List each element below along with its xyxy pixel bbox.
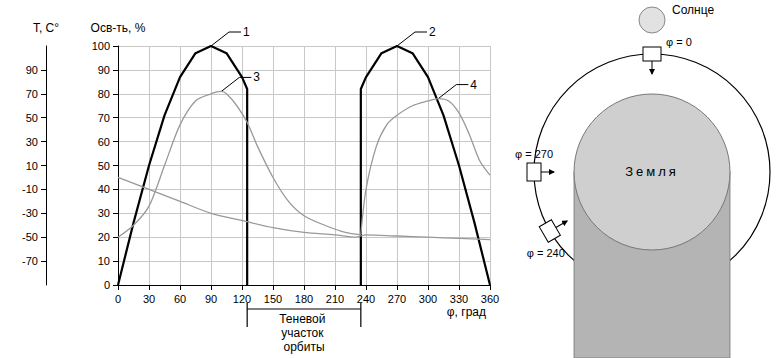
svg-text:10: 10 <box>98 255 110 267</box>
svg-text:100: 100 <box>92 40 110 52</box>
svg-text:120: 120 <box>233 293 251 305</box>
svg-text:10: 10 <box>26 160 38 172</box>
svg-text:30: 30 <box>143 293 155 305</box>
svg-text:300: 300 <box>419 293 437 305</box>
svg-text:360: 360 <box>481 293 499 305</box>
svg-text:180: 180 <box>295 293 313 305</box>
svg-text:участок: участок <box>281 326 327 340</box>
svg-text:φ = 0: φ = 0 <box>666 36 692 48</box>
svg-text:φ = 240: φ = 240 <box>527 247 565 259</box>
svg-text:50: 50 <box>98 160 110 172</box>
svg-text:50: 50 <box>26 112 38 124</box>
svg-text:70: 70 <box>98 112 110 124</box>
svg-text:орбиты: орбиты <box>283 340 324 354</box>
svg-text:90: 90 <box>26 64 38 76</box>
svg-text:30: 30 <box>98 207 110 219</box>
svg-text:φ, град: φ, град <box>447 305 486 319</box>
svg-text:330: 330 <box>450 293 468 305</box>
svg-text:40: 40 <box>98 183 110 195</box>
svg-text:3: 3 <box>253 70 260 84</box>
svg-text:60: 60 <box>98 136 110 148</box>
svg-text:90: 90 <box>98 64 110 76</box>
svg-text:0: 0 <box>104 279 110 291</box>
svg-text:T, C°: T, C° <box>33 21 59 35</box>
svg-text:30: 30 <box>26 136 38 148</box>
svg-text:-70: -70 <box>22 255 38 267</box>
svg-text:φ = 270: φ = 270 <box>515 148 553 160</box>
svg-text:60: 60 <box>174 293 186 305</box>
svg-text:80: 80 <box>98 88 110 100</box>
svg-text:270: 270 <box>388 293 406 305</box>
svg-text:210: 210 <box>326 293 344 305</box>
svg-text:Солнце: Солнце <box>672 3 714 17</box>
svg-text:240: 240 <box>357 293 375 305</box>
svg-text:1: 1 <box>243 25 250 39</box>
svg-text:Земля: Земля <box>625 164 679 179</box>
svg-text:Осв-ть, %: Осв-ть, % <box>91 21 146 35</box>
svg-text:0: 0 <box>115 293 121 305</box>
svg-text:20: 20 <box>98 231 110 243</box>
svg-text:-10: -10 <box>22 183 38 195</box>
svg-text:2: 2 <box>429 25 436 39</box>
svg-text:70: 70 <box>26 88 38 100</box>
svg-text:-30: -30 <box>22 207 38 219</box>
svg-text:90: 90 <box>205 293 217 305</box>
svg-text:-50: -50 <box>22 231 38 243</box>
svg-text:Теневой: Теневой <box>279 312 329 326</box>
svg-text:4: 4 <box>470 78 477 92</box>
svg-text:150: 150 <box>264 293 282 305</box>
